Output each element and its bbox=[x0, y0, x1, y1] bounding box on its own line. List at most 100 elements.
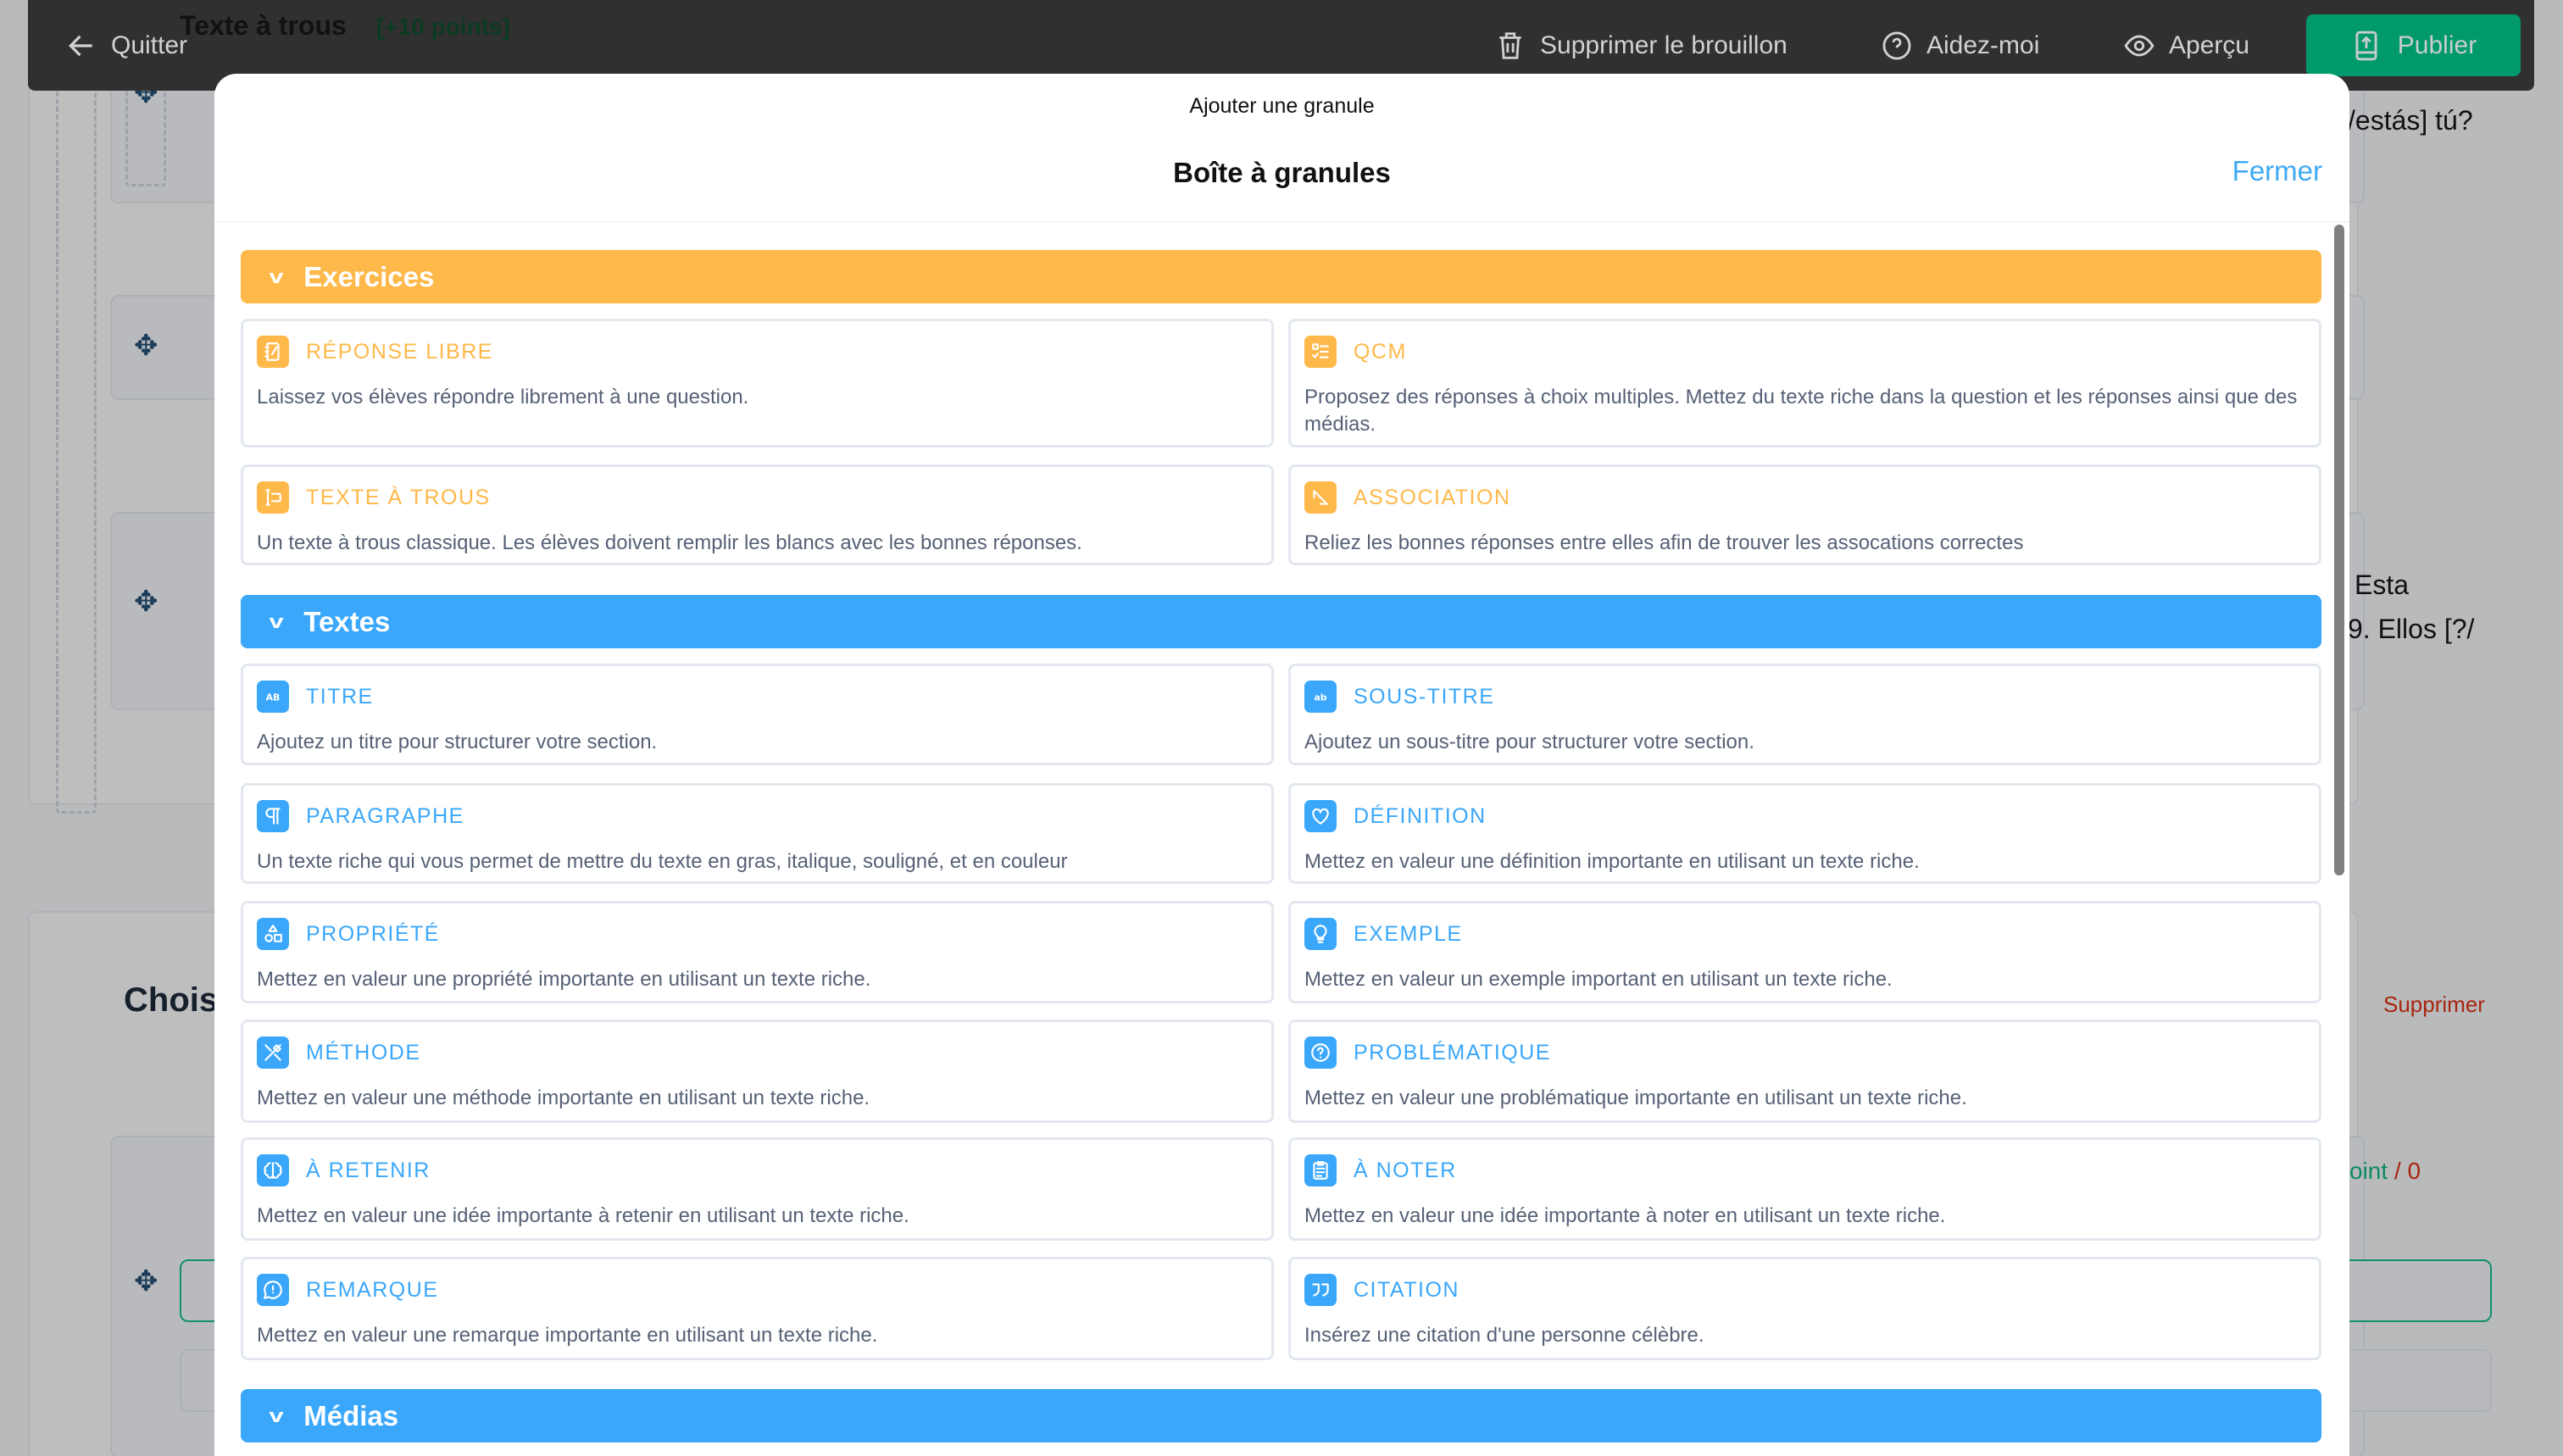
section-header-2[interactable]: v Médias bbox=[241, 1389, 2321, 1442]
card-title: PROPRIÉTÉ bbox=[306, 921, 440, 946]
subheading-ab-icon: ab bbox=[1304, 681, 1337, 713]
card-description: Mettez en valeur une méthode importante … bbox=[257, 1086, 870, 1109]
granule-card[interactable]: DÉFINITION Mettez en valeur une définitio… bbox=[1288, 783, 2321, 884]
help-label: Aidez-moi bbox=[1926, 31, 2040, 59]
granule-card[interactable]: ab SOUS-TITRE Ajoutez un sous-titre pour s… bbox=[1288, 664, 2321, 765]
chevron-down-icon: v bbox=[269, 1404, 284, 1426]
trash-icon bbox=[1499, 32, 1521, 59]
scrollbar[interactable] bbox=[2334, 225, 2344, 875]
granule-card[interactable]: TEXTE À TROUS Un texte à trous classique.… bbox=[241, 464, 1274, 565]
card-title: REMARQUE bbox=[306, 1277, 439, 1302]
background-block-title: Texte à trous bbox=[180, 10, 347, 41]
checklist-icon bbox=[1304, 336, 1337, 368]
card-description: Mettez en valeur un exemple important en… bbox=[1304, 968, 1893, 991]
chevron-down-icon: v bbox=[269, 610, 284, 632]
card-title: PROBLÉMATIQUE bbox=[1354, 1040, 1551, 1064]
help-button[interactable]: Aidez-moi bbox=[1881, 25, 2039, 66]
section-header-1[interactable]: v Textes bbox=[241, 595, 2321, 648]
move-handle-icon[interactable]: ✥ bbox=[134, 586, 158, 618]
card-title: MÉTHODE bbox=[306, 1040, 421, 1064]
background-delete-link[interactable]: Supprimer bbox=[2383, 992, 2485, 1017]
background-fragment-ellos: 9. Ellos [?/ bbox=[2348, 614, 2475, 644]
card-description: Mettez en valeur une définition importan… bbox=[1304, 850, 1920, 873]
card-header: RÉPONSE LIBRE bbox=[257, 335, 1258, 369]
granule-card[interactable]: À RETENIR Mettez en valeur une idée impor… bbox=[241, 1137, 1274, 1241]
lightbulb-icon bbox=[1304, 918, 1337, 950]
close-button[interactable]: Fermer bbox=[2232, 155, 2322, 186]
card-header: PROPRIÉTÉ bbox=[257, 917, 1258, 951]
move-handle-icon[interactable]: ✥ bbox=[134, 1265, 158, 1298]
upload-icon bbox=[2355, 31, 2377, 60]
granule-card[interactable]: PARAGRAPHE Un texte riche qui vous permet… bbox=[241, 783, 1274, 884]
chevron-down-icon: v bbox=[269, 265, 284, 287]
card-header: DÉFINITION bbox=[1304, 799, 2305, 833]
heart-icon bbox=[1304, 800, 1337, 832]
card-description: Mettez en valeur une remarque importante… bbox=[257, 1324, 878, 1347]
section-label: Médias bbox=[303, 1399, 399, 1431]
points-zero: / 0 bbox=[2393, 1158, 2421, 1184]
card-title: TEXTE À TROUS bbox=[306, 485, 491, 509]
granule-card[interactable]: ASSOCIATION Reliez les bonnes réponses en… bbox=[1288, 464, 2321, 565]
message-circle-icon bbox=[257, 1274, 289, 1306]
publish-button[interactable]: Publier bbox=[2306, 14, 2521, 76]
granule-card[interactable]: CITATION Insérez une citation d'une perso… bbox=[1288, 1257, 2321, 1360]
preview-button[interactable]: Aperçu bbox=[2123, 25, 2249, 66]
card-title: TITRE bbox=[306, 684, 374, 709]
card-description: Un texte riche qui vous permet de mettre… bbox=[257, 850, 1068, 873]
preview-label: Aperçu bbox=[2169, 31, 2250, 59]
clipboard-icon bbox=[1304, 1154, 1337, 1186]
granule-card[interactable]: PROPRIÉTÉ Mettez en valeur une propriété … bbox=[241, 901, 1274, 1003]
card-header: MÉTHODE bbox=[257, 1036, 1258, 1070]
publish-label: Publier bbox=[2397, 31, 2477, 59]
card-header: CITATION bbox=[1304, 1273, 2305, 1307]
card-title: DÉFINITION bbox=[1354, 803, 1487, 828]
quit-label: Quitter bbox=[111, 31, 188, 59]
card-description: Mettez en valeur une idée importante à n… bbox=[1304, 1204, 1946, 1227]
background-section-title: Chois bbox=[124, 981, 219, 1019]
granule-card[interactable]: À NOTER Mettez en valeur une idée importa… bbox=[1288, 1137, 2321, 1241]
svg-text:ab: ab bbox=[1314, 692, 1326, 703]
granule-card[interactable]: AB TITRE Ajoutez un titre pour structurer … bbox=[241, 664, 1274, 765]
card-header: ASSOCIATION bbox=[1304, 481, 2305, 514]
card-description: Un texte à trous classique. Les élèves d… bbox=[257, 531, 1082, 554]
card-description: Ajoutez un titre pour structurer votre s… bbox=[257, 731, 658, 753]
granule-card[interactable]: EXEMPLE Mettez en valeur un exemple impor… bbox=[1288, 901, 2321, 1003]
granule-card[interactable]: RÉPONSE LIBRE Laissez vos élèves répondre… bbox=[241, 319, 1274, 447]
granule-card[interactable]: PROBLÉMATIQUE Mettez en valeur une problé… bbox=[1288, 1020, 2321, 1123]
points-label: oint bbox=[2349, 1158, 2388, 1184]
card-header: PROBLÉMATIQUE bbox=[1304, 1036, 2305, 1070]
card-header: ab SOUS-TITRE bbox=[1304, 680, 2305, 714]
card-title: EXEMPLE bbox=[1354, 921, 1463, 946]
background-block-points: [+10 points] bbox=[376, 14, 510, 40]
granule-card[interactable]: QCM Proposez des réponses à choix multipl… bbox=[1288, 319, 2321, 447]
quote-icon bbox=[1304, 1274, 1337, 1306]
background-drag-zone bbox=[56, 51, 97, 814]
arrow-left-icon bbox=[69, 35, 92, 57]
card-description: Laissez vos élèves répondre librement à … bbox=[257, 386, 749, 408]
granule-card[interactable]: REMARQUE Mettez en valeur une remarque im… bbox=[241, 1257, 1274, 1360]
section-label: Exercices bbox=[303, 260, 435, 292]
delete-draft-label: Supprimer le brouillon bbox=[1540, 31, 1787, 59]
card-description: Proposez des réponses à choix multiples.… bbox=[1304, 386, 2298, 436]
background-points-fragment: oint / 0 bbox=[2349, 1158, 2421, 1185]
card-title: ASSOCIATION bbox=[1354, 485, 1511, 509]
card-title: PARAGRAPHE bbox=[306, 803, 464, 828]
card-header: EXEMPLE bbox=[1304, 917, 2305, 951]
card-title: À RETENIR bbox=[306, 1158, 431, 1182]
granule-card[interactable]: MÉTHODE Mettez en valeur une méthode impo… bbox=[241, 1020, 1274, 1123]
shapes-icon bbox=[257, 918, 289, 950]
card-header: À NOTER bbox=[1304, 1153, 2305, 1187]
notebook-pen-icon bbox=[257, 336, 289, 368]
delete-draft-button[interactable]: Supprimer le brouillon bbox=[1494, 25, 1787, 66]
text-cursor-input-icon bbox=[257, 481, 289, 514]
section-label: Textes bbox=[303, 605, 391, 637]
card-description: Mettez en valeur une problématique impor… bbox=[1304, 1086, 1967, 1109]
modal-subtitle: Ajouter une granule bbox=[1189, 94, 1375, 118]
card-header: TEXTE À TROUS bbox=[257, 481, 1258, 514]
card-header: AB TITRE bbox=[257, 680, 1258, 714]
eye-icon bbox=[2124, 35, 2154, 57]
quit-button[interactable]: Quitter bbox=[65, 25, 187, 66]
card-title: QCM bbox=[1354, 339, 1407, 364]
section-header-0[interactable]: v Exercices bbox=[241, 250, 2321, 303]
move-handle-icon[interactable]: ✥ bbox=[134, 330, 158, 362]
